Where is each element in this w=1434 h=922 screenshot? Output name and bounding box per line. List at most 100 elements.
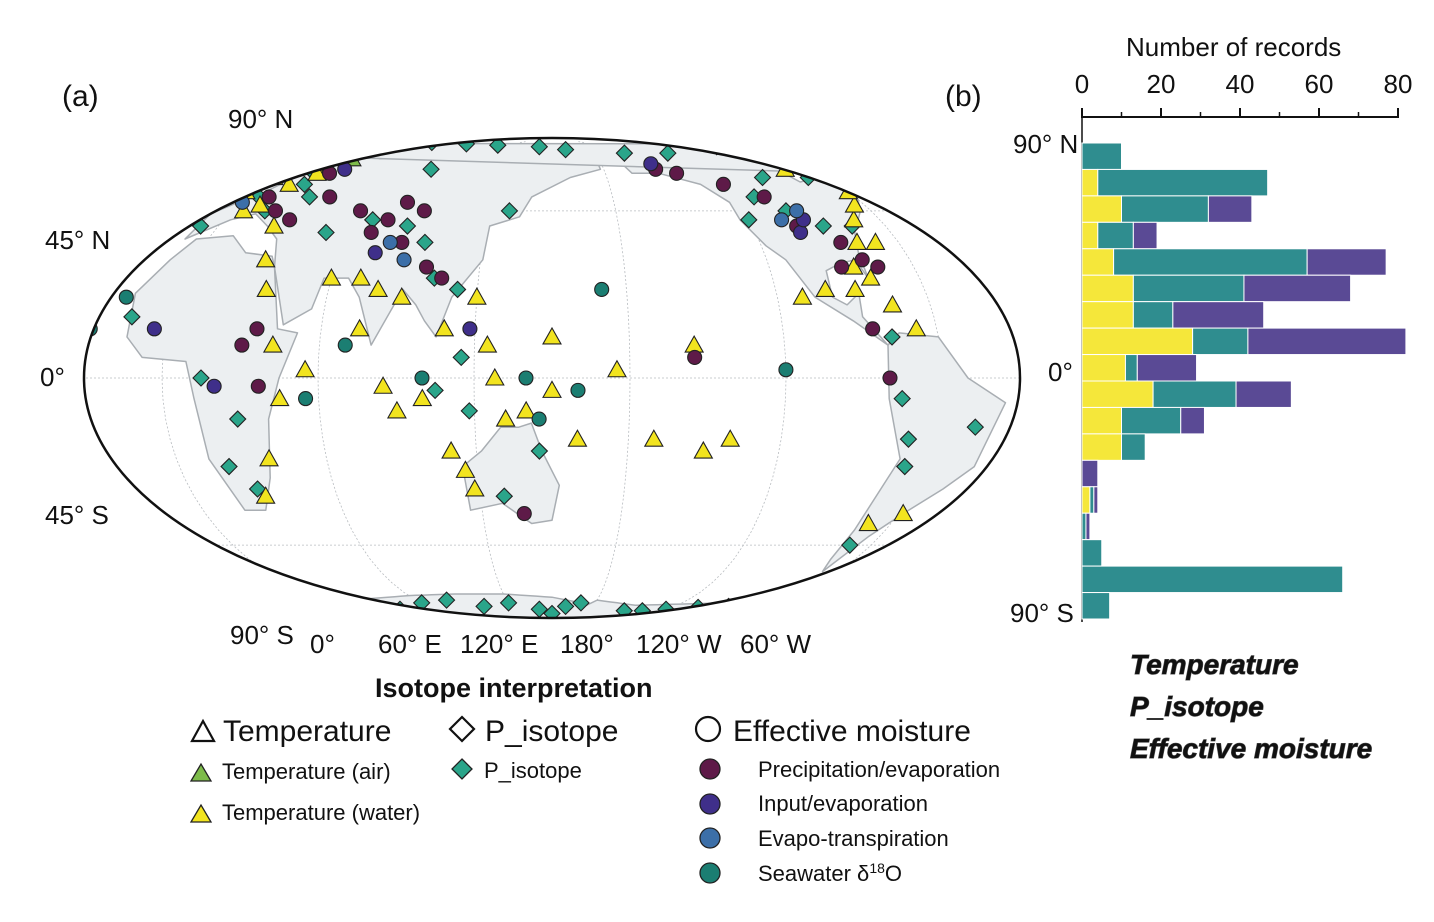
- map-record-p-isotope: [615, 144, 634, 162]
- map-record-effective-moisture: [865, 321, 881, 337]
- map-record-effective-moisture: [416, 203, 432, 219]
- map-record-p-isotope: [297, 594, 315, 612]
- map-record-effective-moisture: [380, 212, 396, 228]
- hist-bar-effective-moisture: [1085, 512, 1091, 541]
- map-record-effective-moisture: [570, 382, 586, 398]
- map-record-temperature: [255, 249, 276, 268]
- map-record-temperature: [843, 209, 864, 228]
- map-record-effective-moisture: [882, 370, 898, 386]
- map-record-effective-moisture: [206, 378, 222, 394]
- legend-item-evapotranspiration: Evapo-transpiration: [758, 826, 949, 851]
- legend-seawater-suffix: O: [885, 861, 902, 886]
- map-record-p-isotope: [733, 138, 751, 156]
- map-record-effective-moisture: [516, 506, 532, 522]
- hist-bar-temperature: [1081, 301, 1134, 329]
- map-record-temperature: [847, 232, 867, 250]
- lat-label-90s: 90° S: [230, 620, 294, 650]
- legend-precip-evap-circle-icon: [699, 758, 721, 780]
- map-border: [82, 136, 1022, 620]
- hist-legend-p-isotope: P_isotope: [1130, 691, 1264, 722]
- hist-xtick-label: 40: [1226, 69, 1255, 99]
- map-record-p-isotope: [422, 160, 440, 179]
- map-record-effective-moisture: [854, 252, 870, 268]
- hist-bar-temperature: [1081, 274, 1134, 303]
- map-record-p-isotope: [318, 594, 337, 612]
- map-record-temperature: [865, 232, 886, 250]
- legend: Isotope interpretation Temperature Tempe…: [189, 673, 1000, 886]
- hist-bar-p-isotope: [1081, 512, 1087, 541]
- hist-bar-temperature: [1081, 221, 1099, 250]
- legend-seawater-sup: 18: [869, 860, 885, 876]
- map-record-p-isotope: [769, 588, 788, 606]
- map-record-effective-moisture: [282, 212, 298, 228]
- map-record-temperature: [477, 334, 498, 353]
- lon-label-60w: 60° W: [740, 629, 812, 659]
- map-record-temperature: [368, 279, 389, 297]
- hist-bar-p-isotope: [1081, 565, 1344, 594]
- map-record-p-isotope: [248, 480, 267, 498]
- map-record-p-isotope: [228, 410, 247, 428]
- map-record-temperature: [516, 400, 537, 419]
- hist-bar-temperature: [1081, 433, 1122, 461]
- map-record-temperature: [844, 194, 865, 213]
- legend-group-temperature: Temperature: [223, 715, 391, 748]
- legend-effective-moisture-circle-icon: [694, 715, 722, 743]
- map-record-effective-moisture: [261, 189, 277, 205]
- map-record-temperature: [792, 287, 813, 305]
- map-record-effective-moisture: [249, 321, 265, 337]
- legend-seawater-label: Seawater δ: [758, 861, 869, 886]
- map-record-effective-moisture: [793, 224, 809, 241]
- map-record-p-isotope: [192, 369, 210, 387]
- africa-landmass: [126, 234, 299, 511]
- map-record-effective-moisture: [353, 203, 369, 219]
- map-record-p-isotope: [398, 217, 417, 235]
- hist-xtick-label: 80: [1384, 69, 1413, 99]
- map-record-temperature: [542, 326, 562, 345]
- map-record-effective-moisture: [756, 189, 772, 205]
- map-record-effective-moisture: [789, 203, 805, 219]
- map-record-effective-moisture: [298, 391, 314, 407]
- map-record-temperature: [233, 200, 254, 219]
- map-record-p-isotope: [899, 430, 918, 448]
- map-record-p-isotope: [798, 154, 817, 173]
- legend-air-triangle-icon: [189, 762, 213, 782]
- map-record-temperature: [321, 267, 342, 286]
- map-record-p-isotope: [326, 594, 344, 612]
- map-record-effective-moisture: [414, 370, 430, 386]
- map-record-effective-moisture: [715, 176, 731, 192]
- map-record-temperature: [350, 267, 371, 286]
- map-record-effective-moisture: [669, 165, 685, 181]
- map-record-temperature: [906, 318, 927, 337]
- hist-bar-p-isotope: [1081, 142, 1122, 170]
- map-record-p-isotope: [232, 160, 250, 179]
- panel-label-b: (b): [945, 80, 982, 113]
- map-record-p-isotope: [500, 202, 519, 220]
- hist-bar-temperature: [1081, 248, 1115, 276]
- hist-bar-p-isotope: [1081, 592, 1111, 620]
- map-record-temperature: [295, 359, 316, 378]
- map-record-p-isotope: [659, 144, 677, 162]
- map-record-temperature: [845, 279, 866, 297]
- map-record-effective-moisture: [833, 234, 849, 250]
- map-record-p-isotope: [556, 140, 575, 159]
- map-record-effective-moisture: [118, 289, 134, 305]
- map-record-p-isotope: [556, 597, 575, 616]
- hist-bar-temperature: [1081, 168, 1099, 197]
- map-record-p-isotope: [572, 594, 590, 612]
- lon-label-180: 180°: [560, 629, 614, 659]
- hist-bar-p-isotope: [1192, 327, 1249, 356]
- map-record-p-isotope: [295, 175, 314, 194]
- map-record-temperature: [858, 513, 879, 532]
- map-record-p-isotope: [353, 597, 371, 616]
- map-record-p-isotope: [633, 602, 652, 618]
- hist-legend-effective-moisture: Effective moisture: [1130, 733, 1372, 764]
- hist-bar-effective-moisture: [1207, 195, 1253, 223]
- map-record-p-isotope: [499, 594, 518, 612]
- hist-bar-p-isotope: [1097, 221, 1134, 250]
- map-record-temperature: [262, 334, 283, 353]
- map-record-p-isotope: [530, 138, 549, 156]
- legend-item-temperature-air: Temperature (air): [222, 759, 391, 784]
- map-record-p-isotope: [895, 457, 914, 476]
- map-record-effective-moisture: [778, 362, 794, 378]
